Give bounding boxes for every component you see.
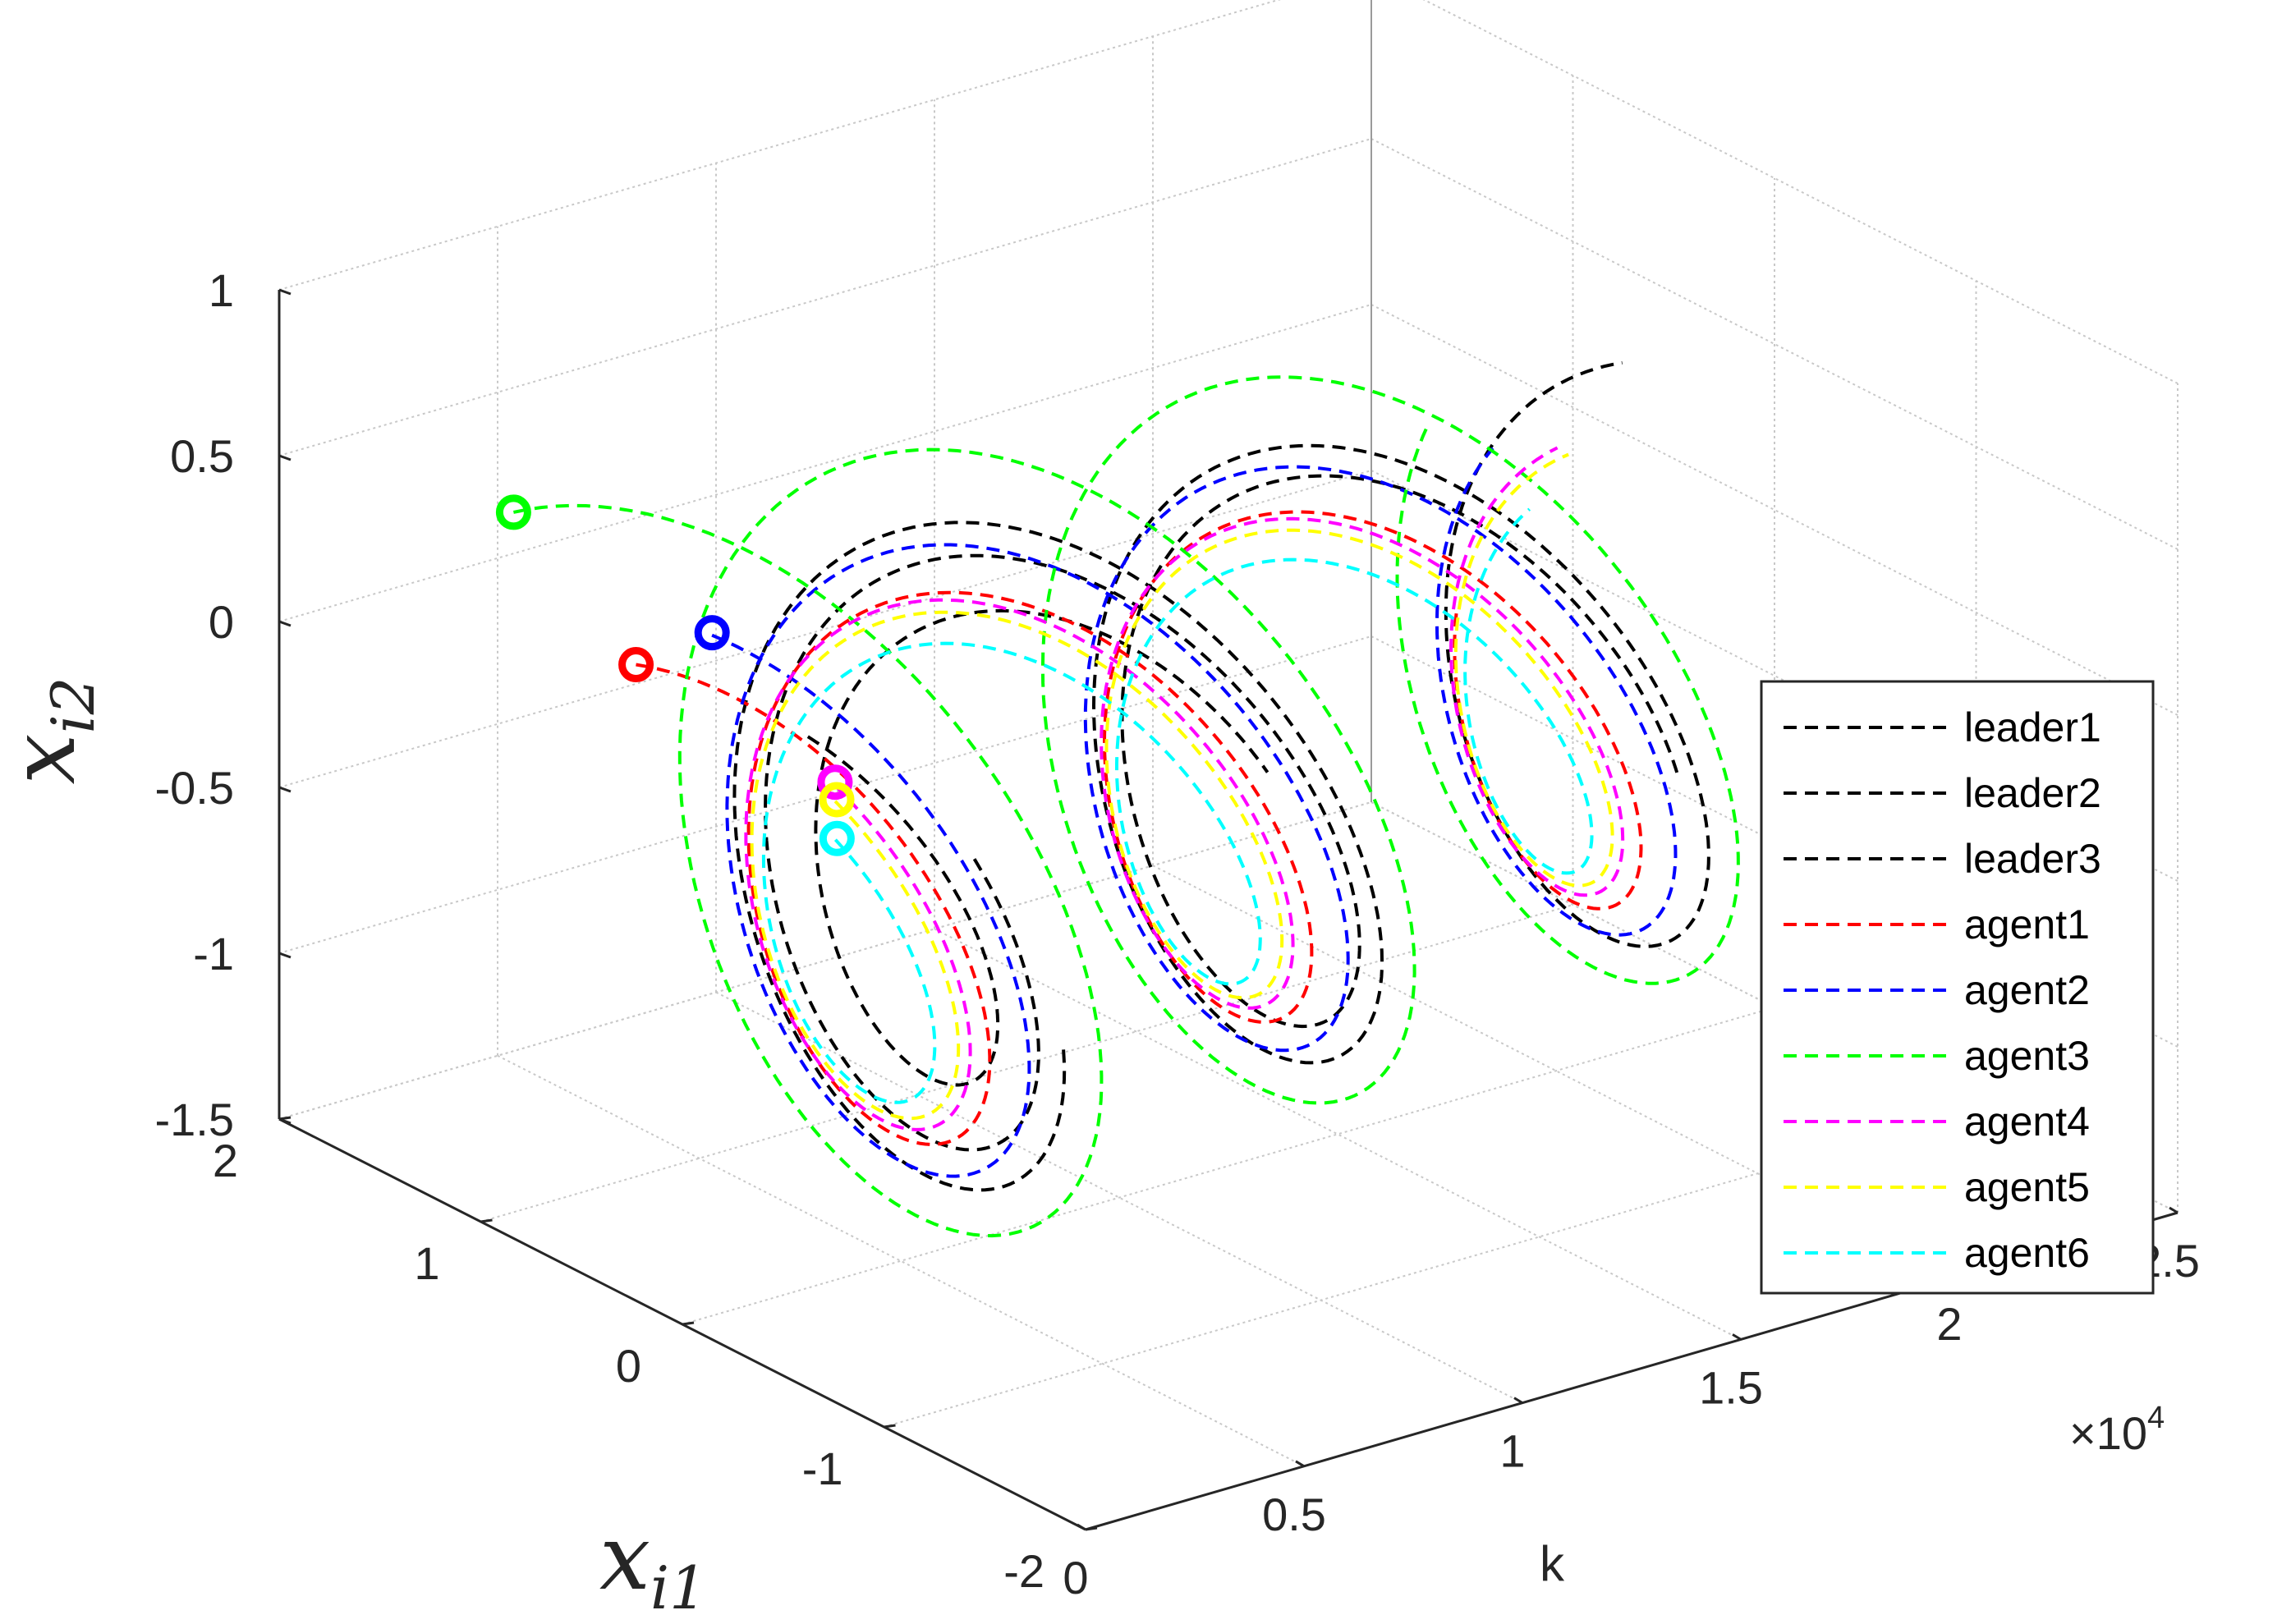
z-tick-mark-1 — [278, 952, 292, 959]
legend-label-agent4: agent4 — [1964, 1099, 2090, 1145]
legend-item-agent1: agent1 — [1784, 901, 2090, 947]
legend-box — [1760, 680, 2155, 1295]
legend-label-agent3: agent3 — [1964, 1033, 2090, 1079]
z-tick-label-2: -0.5 — [155, 762, 235, 814]
y-tick-mark-2 — [682, 1321, 695, 1326]
y-tick-mark-3 — [480, 1218, 493, 1223]
z-tick-mark-4 — [278, 454, 292, 461]
k-tick-label-4: 2 — [1936, 1298, 1962, 1350]
series-leader3 — [732, 360, 1710, 1192]
floor-gridline-k-3 — [934, 928, 1742, 1341]
legend-item-agent2: agent2 — [1784, 967, 2090, 1013]
sidewall-gridline-z-5 — [1422, 0, 2179, 384]
legend-item-leader1: leader1 — [1784, 704, 2101, 750]
legend-label-agent2: agent2 — [1964, 967, 2090, 1013]
z-tick-mark-0 — [278, 1117, 292, 1125]
backwall-gridline-z-4 — [278, 138, 1372, 456]
x-axis-multiplier: ×104 — [2069, 1401, 2165, 1459]
y-axis-title: xi1 — [599, 1505, 707, 1622]
legend-label-agent6: agent6 — [1964, 1230, 2090, 1276]
x-multiplier-exponent: 4 — [2147, 1401, 2165, 1435]
legend-item-leader2: leader2 — [1784, 770, 2101, 816]
y-axis-title-base: x — [599, 1505, 650, 1610]
svg-text:×104: ×104 — [2069, 1401, 2165, 1459]
series-agent2 — [711, 447, 1678, 1178]
z-tick-label-5: 1 — [209, 264, 234, 316]
legend: leader1 leader2 leader3 agent1 agent2 agent3 a… — [1760, 680, 2155, 1295]
k-tick-label-0: 0 — [1063, 1552, 1088, 1603]
k-tick-mark-5 — [2169, 1206, 2179, 1214]
k-tick-mark-3 — [1732, 1333, 1742, 1341]
series-agent4 — [744, 446, 1625, 1131]
sidewall-gridline-z-4 — [1370, 138, 2179, 550]
z-tick-mark-3 — [278, 620, 292, 627]
legend-label-leader3: leader3 — [1964, 836, 2101, 882]
floor-gridline-k-1 — [497, 1054, 1305, 1467]
legend-item-agent4: agent4 — [1784, 1099, 2090, 1145]
y-tick-label-4: 2 — [213, 1135, 238, 1186]
legend-label-leader2: leader2 — [1964, 770, 2101, 816]
svg-text:xi1: xi1 — [599, 1505, 707, 1622]
sidewall-gridline-z-3 — [1370, 304, 2179, 716]
series-layer — [513, 360, 1740, 1238]
series-agent6 — [761, 507, 1594, 1104]
k-tick-mark-1 — [1295, 1460, 1305, 1468]
y-axis-title-sub: i1 — [650, 1553, 707, 1622]
k-tick-mark-0 — [1077, 1523, 1086, 1531]
k-tick-label-2: 1 — [1499, 1425, 1525, 1477]
legend-item-leader3: leader3 — [1784, 836, 2101, 882]
legend-label-agent5: agent5 — [1964, 1164, 2090, 1210]
k-tick-label-3: 1.5 — [1699, 1361, 1763, 1413]
legend-label-leader1: leader1 — [1964, 704, 2101, 750]
series-leader1 — [806, 608, 1269, 1087]
y-tick-label-0: -2 — [1003, 1545, 1044, 1597]
series-agent3 — [513, 375, 1740, 1238]
k-tick-mark-2 — [1513, 1397, 1523, 1404]
z-tick-label-3: 0 — [209, 596, 234, 648]
start-marker-agent6 — [819, 820, 855, 856]
x-axis-title: k — [1540, 1536, 1565, 1591]
y-tick-mark-1 — [884, 1424, 896, 1429]
backwall-gridline-z-3 — [278, 304, 1372, 622]
k-tick-label-1: 0.5 — [1262, 1489, 1326, 1540]
legend-item-agent6: agent6 — [1784, 1230, 2090, 1276]
z-axis-title-sub: i2 — [39, 677, 108, 734]
z-tick-mark-5 — [278, 288, 292, 296]
backwall-gridline-z-5 — [278, 0, 1281, 291]
y-tick-label-3: 1 — [414, 1237, 439, 1289]
start-marker-agent3 — [495, 494, 531, 530]
y-tick-label-1: -1 — [802, 1443, 843, 1494]
start-markers — [495, 494, 855, 856]
series-leader2 — [764, 474, 1679, 1152]
start-marker-agent5 — [819, 782, 855, 818]
y-tick-mark-0 — [1085, 1526, 1098, 1531]
floor-gridline-k-2 — [715, 991, 1523, 1404]
z-axis-title: xi2 — [0, 677, 108, 785]
z-tick-label-4: 0.5 — [170, 430, 234, 482]
x-multiplier-base: ×10 — [2069, 1407, 2147, 1459]
start-marker-agent1 — [618, 647, 654, 683]
legend-item-agent5: agent5 — [1784, 1164, 2090, 1210]
start-marker-agent2 — [694, 615, 730, 651]
legend-label-agent1: agent1 — [1964, 901, 2090, 947]
legend-item-agent3: agent3 — [1784, 1033, 2090, 1079]
y-tick-label-2: 0 — [616, 1340, 641, 1392]
series-agent5 — [750, 452, 1614, 1121]
series-agent1 — [636, 510, 1643, 1146]
z-tick-mark-2 — [278, 786, 292, 793]
z-tick-label-0: -1.5 — [155, 1094, 235, 1145]
backwall-gridline-z-2 — [278, 470, 1372, 788]
start-marker-agent4 — [817, 764, 853, 801]
svg-text:xi2: xi2 — [0, 677, 108, 785]
z-tick-label-1: -1 — [193, 928, 234, 979]
z-axis-title-base: x — [0, 733, 95, 784]
